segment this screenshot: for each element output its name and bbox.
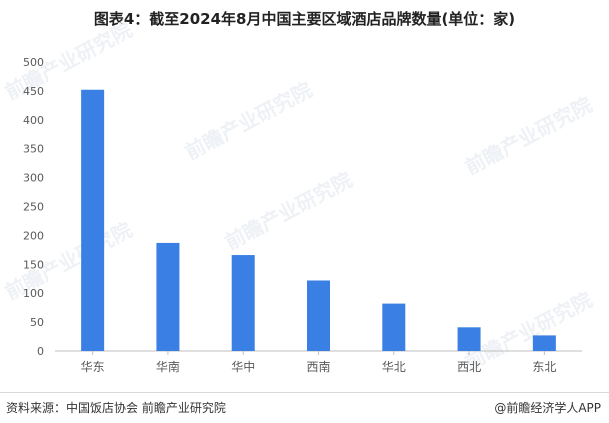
x-tick-label: 西北	[457, 360, 481, 374]
y-tick-label: 450	[23, 85, 44, 98]
y-tick-label: 200	[23, 229, 44, 242]
bar	[307, 280, 330, 351]
watermark-text: 前瞻产业研究院	[461, 287, 596, 374]
chart-title: 图表4：截至2024年8月中国主要区域酒店品牌数量(单位：家)	[93, 10, 516, 28]
x-tick-label: 华中	[231, 359, 255, 374]
y-tick-label: 250	[23, 201, 44, 214]
watermark-text: 前瞻产业研究院	[461, 92, 596, 179]
bar	[231, 255, 255, 351]
y-tick-label: 350	[23, 143, 44, 156]
x-tick-label: 东北	[532, 360, 556, 374]
x-tick-label: 西南	[306, 359, 330, 374]
watermark-text: 前瞻产业研究院	[1, 17, 136, 104]
footer: 资料来源：中国饭店协会 前瞻产业研究院 @前瞻经济学人APP	[0, 392, 609, 423]
y-tick-label: 100	[23, 287, 44, 300]
x-tick-label: 华南	[156, 359, 180, 374]
brand-credit: @前瞻经济学人APP	[494, 401, 601, 415]
source-note: 资料来源：中国饭店协会 前瞻产业研究院	[6, 401, 226, 415]
y-tick-label: 0	[37, 345, 44, 358]
bar	[457, 327, 481, 351]
x-tick-label: 华北	[382, 360, 406, 374]
bar	[156, 242, 180, 351]
bar	[532, 335, 556, 351]
y-tick-label: 50	[30, 316, 44, 329]
watermark-text: 前瞻产业研究院	[221, 167, 356, 254]
y-tick-label: 400	[23, 114, 44, 127]
bar	[81, 89, 105, 351]
y-tick-label: 150	[23, 258, 44, 271]
bar	[382, 303, 406, 351]
x-tick-label: 华东	[81, 360, 105, 374]
y-tick-label: 300	[23, 172, 44, 185]
watermark-text: 前瞻产业研究院	[1, 217, 136, 304]
watermark-text: 前瞻产业研究院	[181, 77, 316, 164]
y-tick-label: 500	[23, 56, 44, 69]
